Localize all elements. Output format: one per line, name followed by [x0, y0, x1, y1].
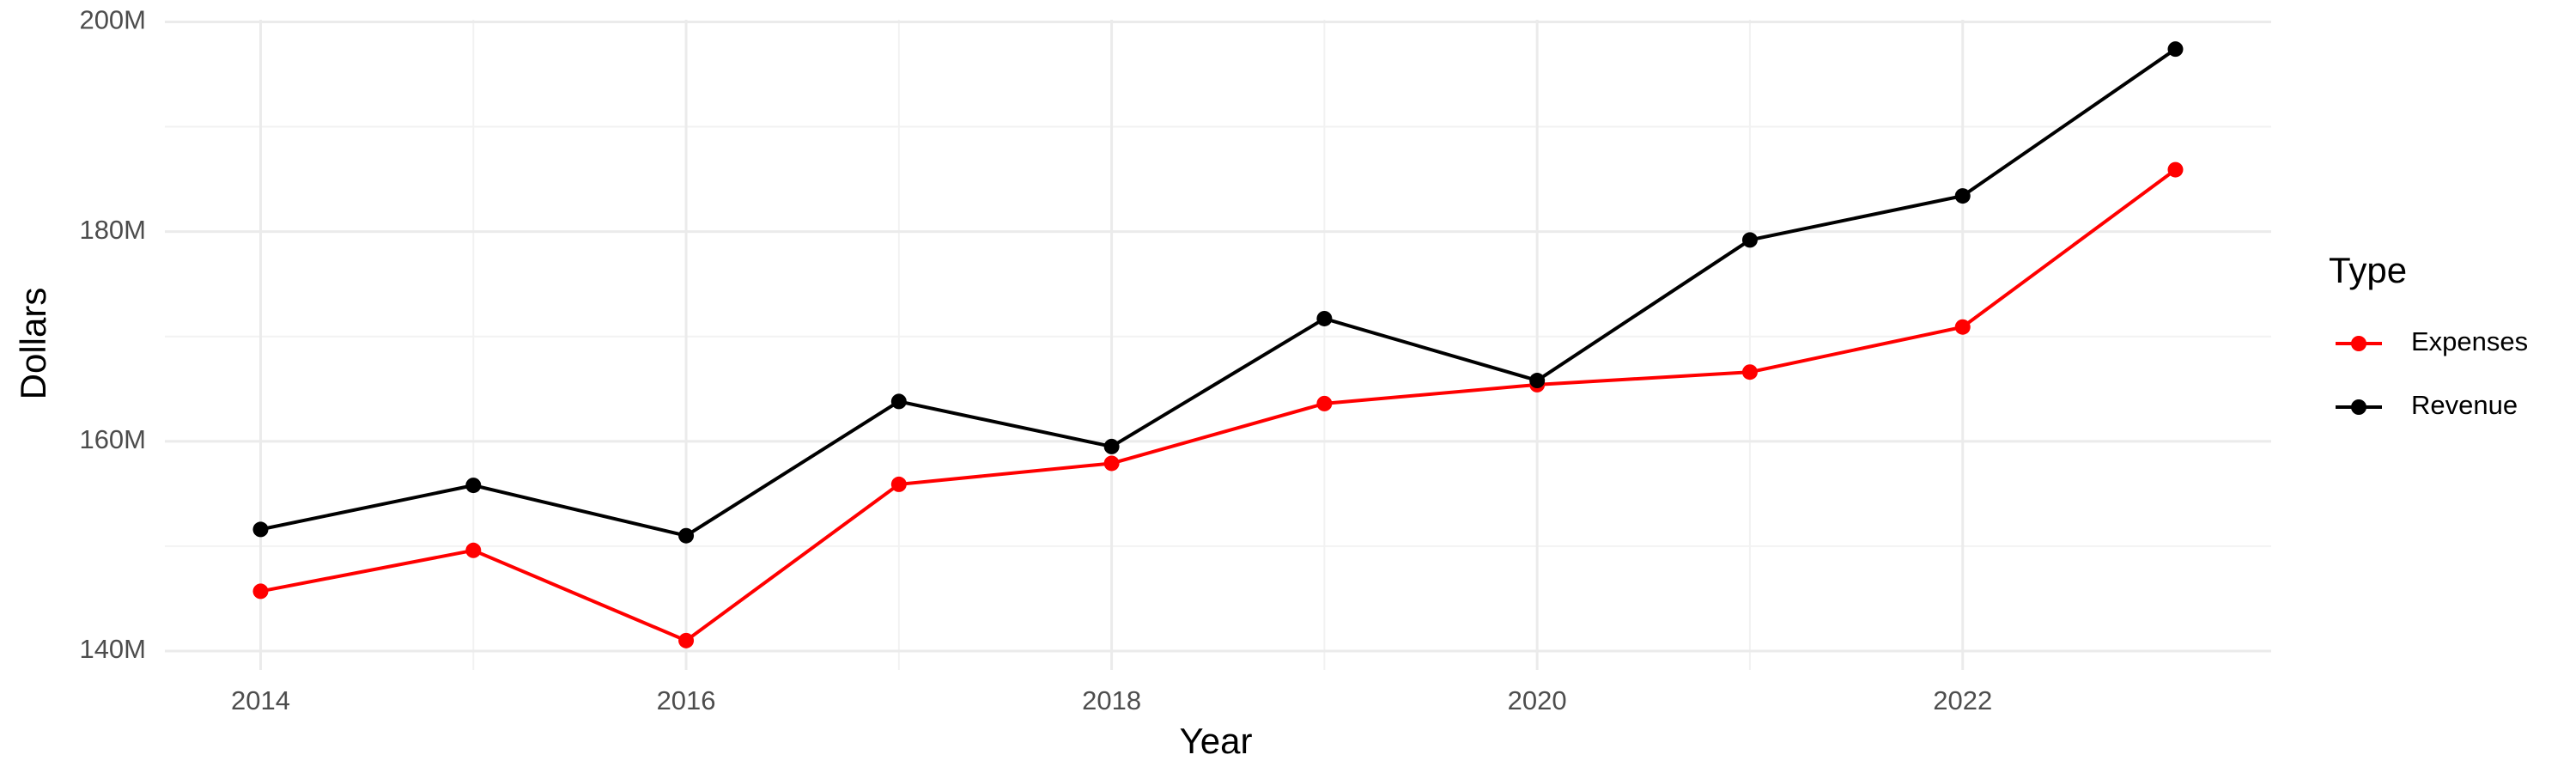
- y-tick-label: 160M: [79, 424, 146, 454]
- data-point: [1316, 395, 1333, 411]
- grid: [165, 20, 2271, 670]
- x-tick-label: 2018: [1082, 685, 1141, 715]
- series-line: [260, 47, 2177, 538]
- data-point: [2167, 41, 2184, 58]
- legend-title: Type: [2329, 250, 2407, 290]
- data-point: [678, 527, 695, 544]
- data-point: [1529, 373, 1546, 389]
- y-axis-title: Dollars: [13, 288, 53, 400]
- data-point: [2167, 161, 2184, 178]
- x-tick-label: 2014: [231, 685, 290, 715]
- legend-dot: [2351, 336, 2366, 351]
- data-point: [1954, 319, 1971, 335]
- data-point: [1316, 310, 1333, 326]
- series-line: [260, 167, 2177, 643]
- data-point: [465, 542, 482, 558]
- data-point: [465, 478, 482, 494]
- y-tick-label: 180M: [79, 215, 146, 245]
- data-point: [1741, 364, 1758, 380]
- legend-label: Revenue: [2411, 390, 2518, 420]
- y-tick-label: 140M: [79, 634, 146, 664]
- data-point: [1103, 438, 1120, 454]
- data-point: [890, 476, 907, 492]
- legend-label: Expenses: [2411, 326, 2528, 356]
- data-point: [1103, 455, 1120, 472]
- legend-dot: [2351, 399, 2366, 415]
- y-tick-label: 200M: [79, 5, 146, 35]
- x-tick-label: 2016: [657, 685, 716, 715]
- data-point: [678, 632, 695, 648]
- x-tick-label: 2022: [1933, 685, 1992, 715]
- data-point: [1954, 188, 1971, 204]
- data-point: [890, 393, 907, 410]
- data-point: [1741, 232, 1758, 248]
- data-point: [252, 583, 269, 600]
- x-tick-label: 2020: [1508, 685, 1567, 715]
- x-axis-title: Year: [1180, 721, 1253, 761]
- data-point: [252, 521, 269, 538]
